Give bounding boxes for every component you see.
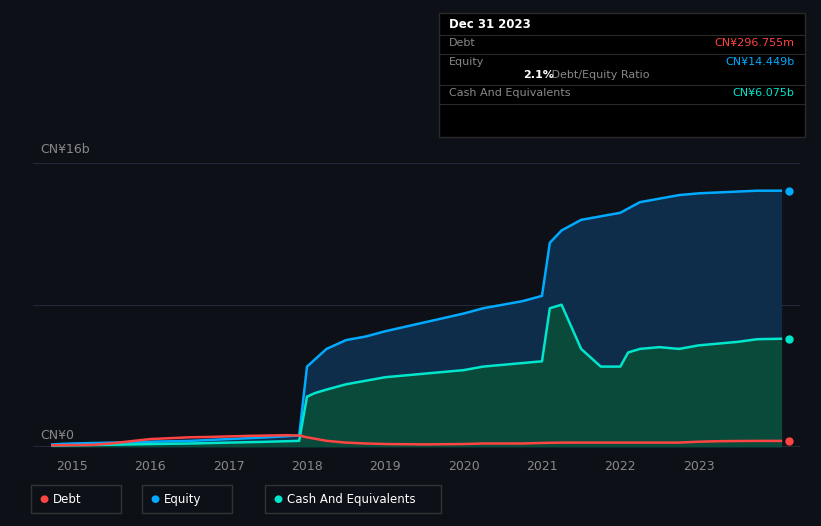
Text: CN¥14.449b: CN¥14.449b	[726, 57, 795, 67]
Text: Dec 31 2023: Dec 31 2023	[449, 18, 531, 31]
Text: ●: ●	[273, 494, 282, 504]
Text: 2.1%: 2.1%	[523, 70, 554, 80]
Text: CN¥6.075b: CN¥6.075b	[733, 88, 795, 98]
Text: Debt: Debt	[53, 493, 81, 505]
Text: Equity: Equity	[449, 57, 484, 67]
Text: ●: ●	[39, 494, 48, 504]
Text: Debt/Equity Ratio: Debt/Equity Ratio	[548, 70, 650, 80]
Text: Cash And Equivalents: Cash And Equivalents	[287, 493, 415, 505]
Text: ●: ●	[150, 494, 159, 504]
Text: Debt: Debt	[449, 38, 476, 48]
Text: CN¥0: CN¥0	[40, 429, 75, 442]
Text: Cash And Equivalents: Cash And Equivalents	[449, 88, 571, 98]
Text: CN¥16b: CN¥16b	[40, 143, 90, 156]
Text: Equity: Equity	[163, 493, 201, 505]
Text: CN¥296.755m: CN¥296.755m	[715, 38, 795, 48]
